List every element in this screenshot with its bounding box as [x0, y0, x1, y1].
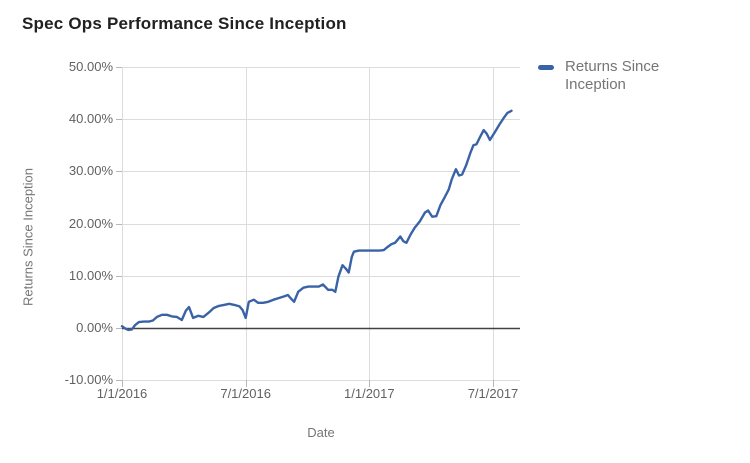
x-tick-label: 7/1/2017 [467, 386, 519, 401]
y-tick-label: -10.00% [64, 372, 113, 387]
y-tick-label: 30.00% [68, 163, 113, 179]
chart-title: Spec Ops Performance Since Inception [22, 14, 347, 33]
x-tick-label: 1/1/2016 [96, 386, 148, 401]
y-tick-label: 50.00% [68, 59, 113, 74]
legend-swatch-icon [538, 65, 554, 70]
legend: Returns Since Inception [538, 58, 677, 94]
x-axis-title: Date [307, 425, 335, 440]
series-line-returns-since-inception [120, 109, 513, 332]
y-tick-label: 0.00% [76, 319, 113, 335]
x-tick-label: 7/1/2016 [220, 386, 271, 401]
y-tick-label: 40.00% [68, 111, 113, 127]
x-tick-label: 1/1/2017 [344, 386, 395, 401]
y-tick-label: 20.00% [68, 215, 113, 231]
y-tick-label: 10.00% [68, 267, 113, 283]
y-axis-title: Returns Since Inception [20, 167, 36, 307]
legend-label: Returns Since Inception [565, 58, 660, 93]
